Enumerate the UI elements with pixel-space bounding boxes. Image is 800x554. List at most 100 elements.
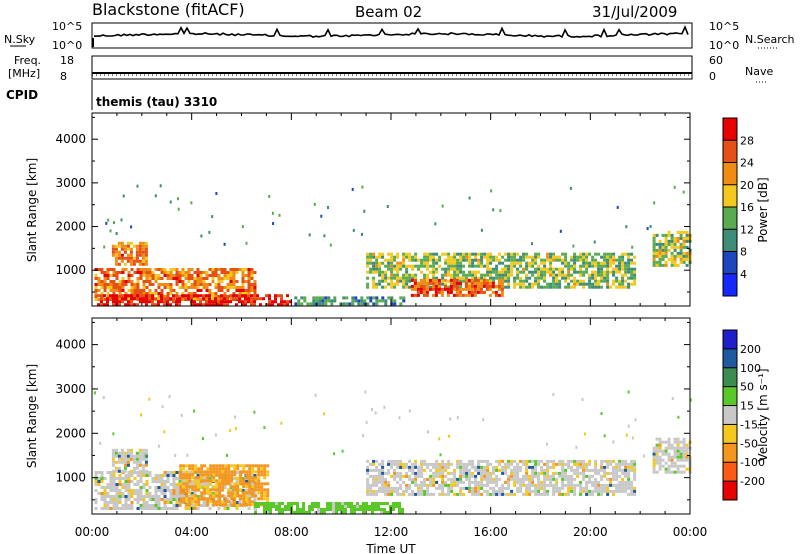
data-cell: [441, 468, 445, 472]
data-cell: [371, 505, 374, 508]
data-cell: [275, 502, 278, 505]
data-cell: [112, 483, 116, 486]
data-cell: [123, 463, 127, 467]
data-cell: [652, 248, 656, 252]
data-cell: [437, 281, 441, 285]
data-cell: [253, 286, 257, 289]
data-cell: [112, 303, 115, 307]
data-cell: [627, 264, 631, 268]
data-cell: [118, 292, 122, 295]
data-cell: [441, 273, 445, 277]
data-cell: [387, 459, 391, 463]
data-cell: [537, 492, 541, 496]
data-cell: [417, 264, 421, 268]
data-cell: [685, 254, 689, 258]
scatter-cell: [361, 185, 364, 189]
data-cell: [378, 468, 382, 472]
scatter-cell: [263, 426, 266, 429]
data-cell: [263, 494, 267, 498]
data-cell: [549, 255, 553, 259]
data-cell: [447, 273, 451, 277]
data-cell: [251, 491, 255, 495]
data-cell: [552, 255, 556, 259]
data-cell: [395, 505, 398, 508]
data-cell: [405, 273, 409, 277]
data-cell: [522, 462, 526, 466]
data-cell: [552, 273, 556, 277]
data-cell: [172, 300, 175, 304]
data-cell: [679, 245, 683, 249]
data-cell: [311, 502, 314, 505]
data-cell: [172, 294, 175, 298]
data-cell: [570, 267, 574, 271]
data-cell: [151, 480, 155, 483]
data-cell: [199, 300, 202, 304]
data-cell: [621, 486, 625, 490]
data-cell: [121, 300, 124, 304]
data-cell: [263, 482, 267, 486]
data-cell: [229, 268, 233, 271]
data-cell: [196, 286, 200, 289]
data-cell: [160, 300, 163, 304]
data-cell: [329, 502, 332, 505]
data-cell: [300, 296, 304, 300]
data-cell: [597, 492, 601, 496]
data-cell: [679, 449, 683, 453]
data-cell: [117, 244, 121, 248]
data-cell: [111, 454, 115, 458]
data-cell: [366, 480, 370, 484]
data-cell: [618, 285, 622, 289]
data-cell: [245, 473, 249, 477]
data-cell: [157, 268, 161, 271]
data-cell: [413, 281, 417, 285]
data-cell: [612, 258, 616, 262]
data-cell: [350, 505, 353, 508]
colorbar-tick-label: 4: [740, 268, 747, 281]
data-cell: [402, 474, 406, 478]
data-cell: [100, 286, 104, 289]
data-cell: [224, 470, 228, 474]
data-cell: [462, 279, 466, 283]
data-cell: [345, 296, 349, 300]
data-cell: [366, 489, 370, 493]
data-cell: [209, 491, 213, 495]
data-cell: [441, 462, 445, 466]
data-cell: [627, 276, 631, 280]
data-cell: [263, 508, 266, 511]
data-cell: [196, 268, 200, 271]
data-cell: [447, 285, 451, 289]
data-cell: [120, 259, 124, 263]
scatter-cell: [600, 412, 603, 416]
data-cell: [600, 285, 604, 289]
data-cell: [199, 294, 202, 298]
data-cell: [658, 248, 662, 252]
data-cell: [582, 273, 586, 277]
data-cell: [390, 474, 394, 478]
data-cell: [534, 468, 538, 472]
data-cell: [260, 497, 264, 501]
data-cell: [461, 293, 465, 297]
data-cell: [185, 464, 189, 468]
data-cell: [438, 258, 442, 262]
data-cell: [200, 497, 204, 501]
data-cell: [410, 284, 414, 288]
data-cell: [366, 483, 370, 487]
data-cell: [138, 259, 142, 263]
data-cell: [567, 459, 571, 463]
data-cell: [390, 486, 394, 490]
data-cell: [410, 278, 414, 282]
data-cell: [253, 297, 256, 301]
data-cell: [513, 465, 517, 469]
data-cell: [193, 286, 197, 289]
data-cell: [658, 251, 662, 255]
data-cell: [492, 492, 496, 496]
data-cell: [387, 252, 391, 256]
data-cell: [486, 480, 490, 484]
data-cell: [417, 465, 421, 469]
data-cell: [612, 273, 616, 277]
data-cell: [144, 448, 148, 452]
data-cell: [429, 480, 433, 484]
data-cell: [235, 294, 238, 298]
data-cell: [221, 476, 225, 480]
data-cell: [172, 289, 176, 292]
